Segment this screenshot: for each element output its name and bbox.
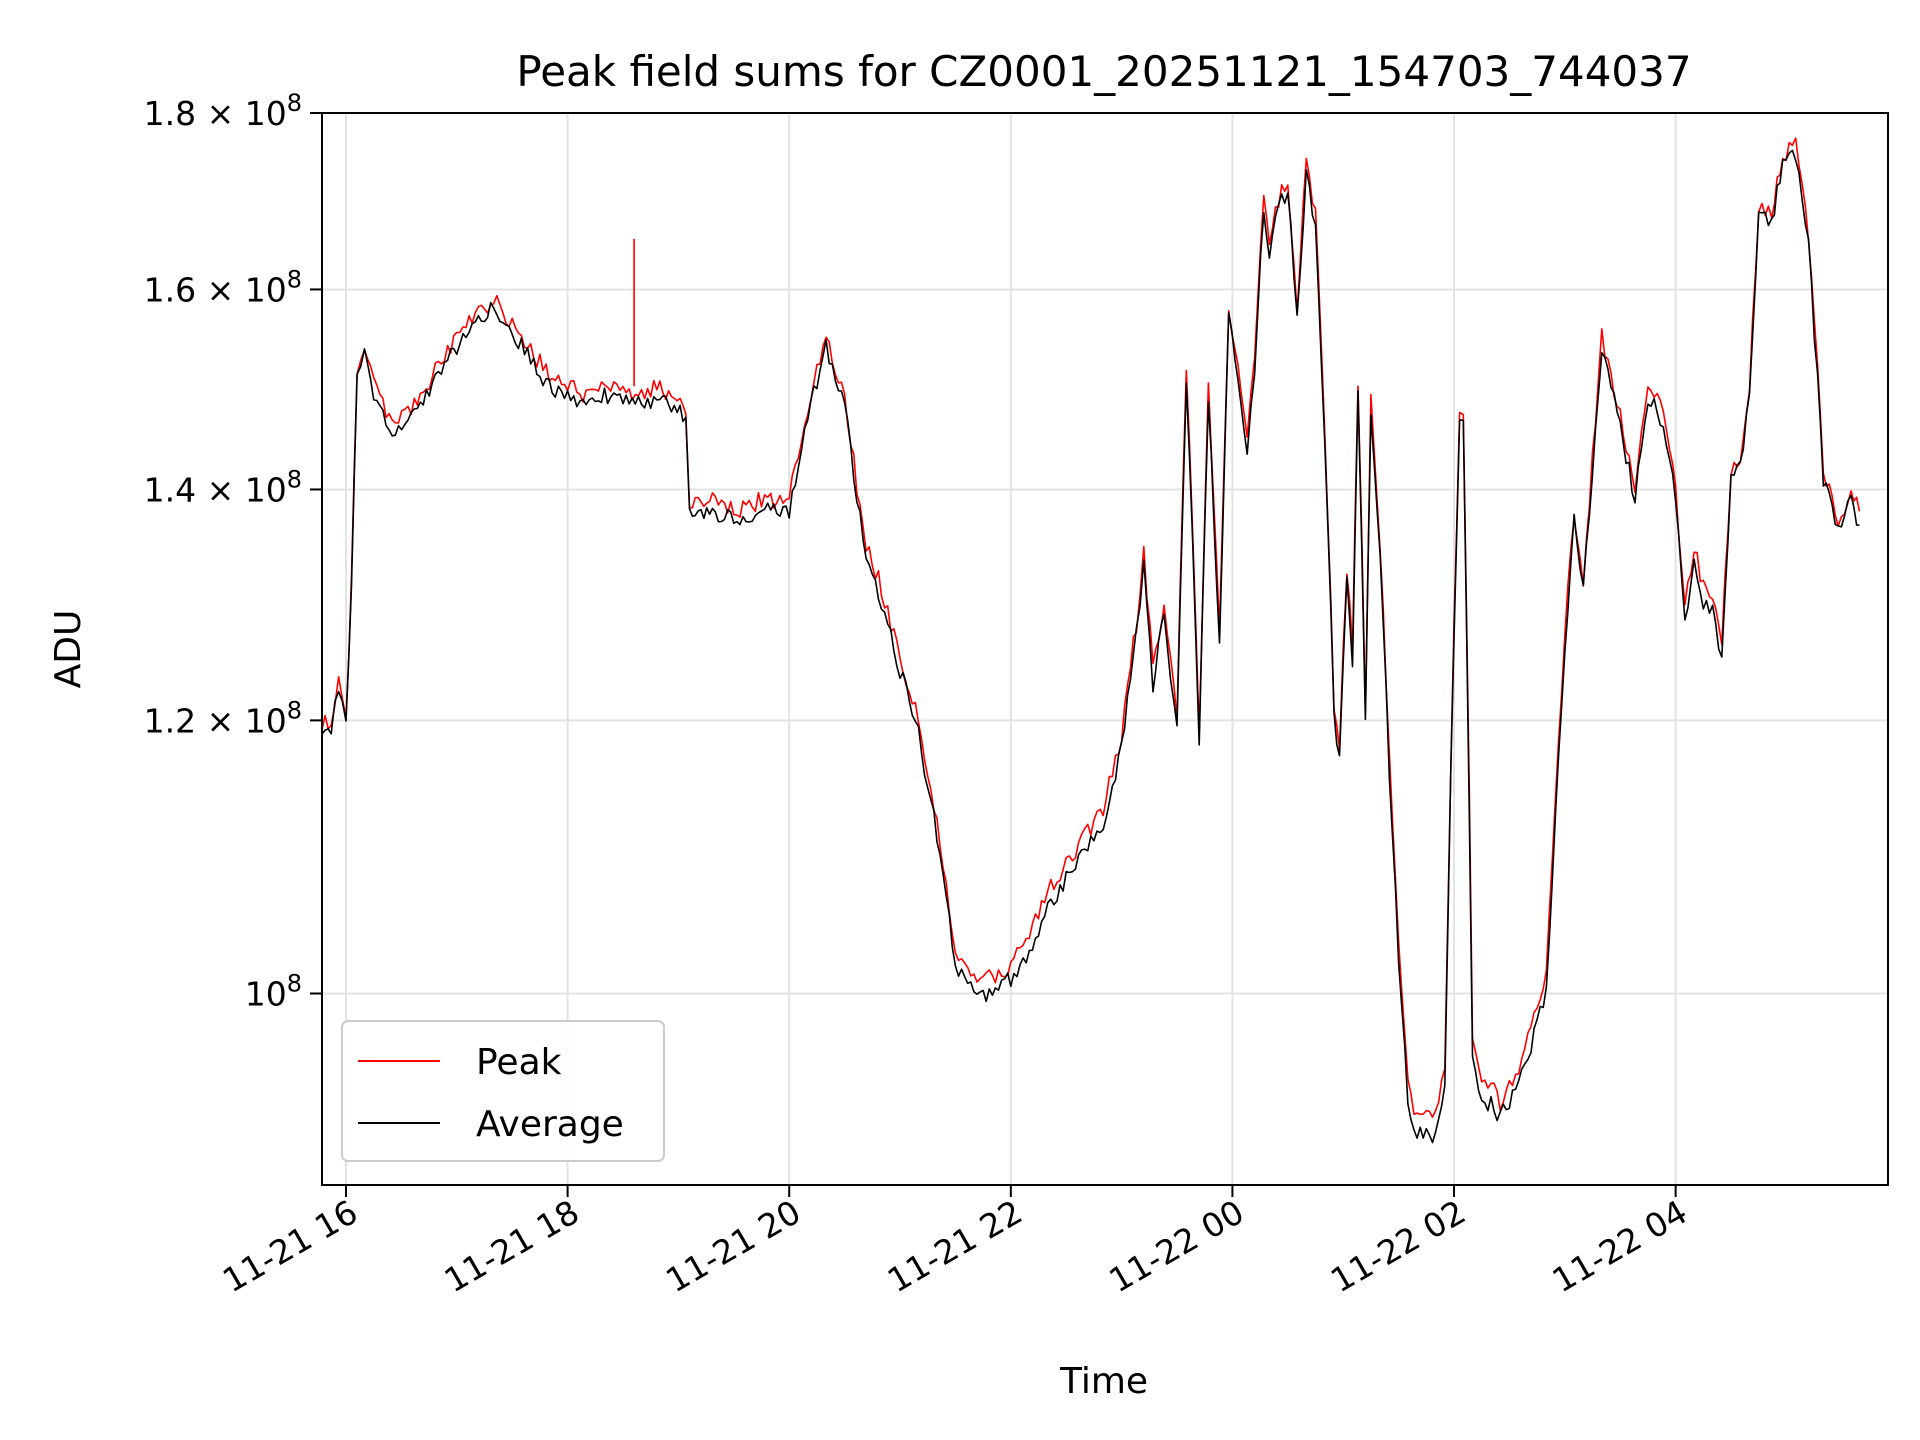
legend-label-average: Average <box>476 1104 624 1145</box>
y-tick-label: 108 <box>245 970 302 1014</box>
x-tick-label: 11-21 20 <box>659 1192 807 1300</box>
x-tick-label: 11-21 22 <box>881 1192 1029 1300</box>
y-tick-label: 1.4 × 108 <box>144 465 302 509</box>
x-tick-label: 11-22 04 <box>1546 1192 1694 1300</box>
series-line-peak <box>322 137 1861 1118</box>
series-lines <box>322 137 1861 1144</box>
y-tick-label: 1.2 × 108 <box>144 696 302 740</box>
chart-title: Peak field sums for CZ0001_20251121_1547… <box>516 47 1691 96</box>
x-axis-label: Time <box>1059 1361 1148 1402</box>
y-tick-label: 1.8 × 108 <box>144 89 302 133</box>
y-axis-label: ADU <box>48 610 89 689</box>
x-axis: 11-21 16 11-21 18 11-21 20 11-21 22 11-22 00… <box>216 1185 1694 1300</box>
x-tick-label: 11-22 02 <box>1324 1192 1472 1300</box>
legend: Peak Average <box>341 1020 665 1162</box>
x-tick-label: 11-21 18 <box>438 1192 586 1300</box>
legend-label-peak: Peak <box>476 1042 562 1083</box>
x-tick-label: 11-22 00 <box>1102 1192 1250 1300</box>
x-tick-label: 11-21 16 <box>216 1192 364 1300</box>
legend-box <box>341 1020 665 1162</box>
plot-frame <box>321 112 1889 1186</box>
y-axis: 108 1.2 × 108 1.4 × 108 1.6 × 108 1.8 × 108 <box>144 89 322 1014</box>
series-line-average <box>322 149 1860 1144</box>
y-tick-label: 1.6 × 108 <box>144 265 302 309</box>
